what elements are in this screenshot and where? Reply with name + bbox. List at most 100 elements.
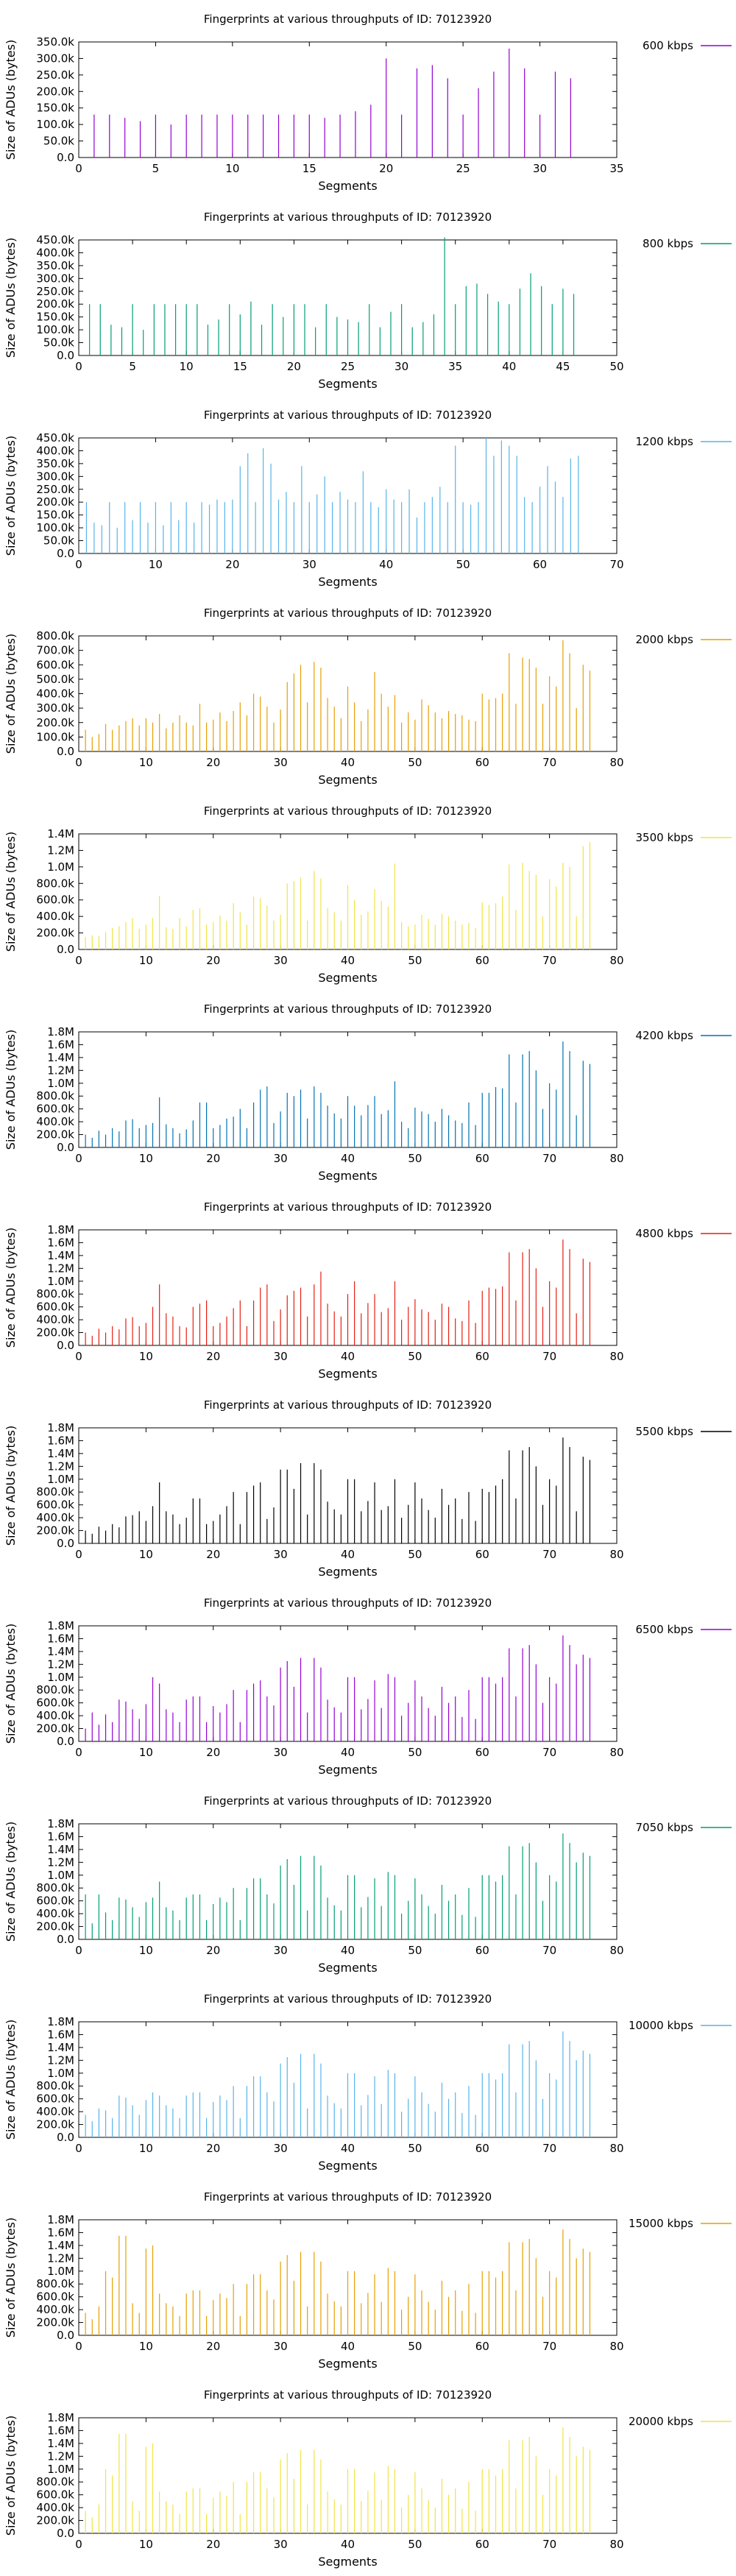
x-tick-label: 25 <box>341 360 355 373</box>
x-tick-label: 20 <box>206 2142 220 2155</box>
x-tick-label: 80 <box>609 1548 623 1561</box>
y-tick-label: 0.0 <box>57 1537 74 1550</box>
x-tick-label: 40 <box>341 1548 355 1561</box>
x-axis-label: Segments <box>318 1763 377 1777</box>
x-tick-label: 30 <box>274 2340 288 2353</box>
x-tick-label: 0 <box>75 1350 82 1363</box>
x-tick-label: 40 <box>341 1746 355 1759</box>
x-tick-label: 60 <box>475 1350 489 1363</box>
legend-label: 4800 kbps <box>636 1227 694 1240</box>
y-axis-label: Size of ADUs (bytes) <box>4 1822 18 1942</box>
x-tick-label: 20 <box>206 954 220 967</box>
x-tick-label: 0 <box>75 1944 82 1957</box>
y-tick-label: 200.0k <box>36 495 74 509</box>
y-tick-label: 200.0k <box>36 2514 74 2527</box>
y-tick-label: 100.0k <box>36 323 74 336</box>
y-tick-label: 600.0k <box>36 1894 74 1908</box>
x-tick-label: 70 <box>542 2538 556 2551</box>
x-tick-label: 30 <box>274 1152 288 1165</box>
x-tick-label: 15 <box>302 162 316 175</box>
x-tick-label: 20 <box>206 1350 220 1363</box>
x-tick-label: 20 <box>206 756 220 769</box>
y-tick-label: 300.0k <box>36 52 74 65</box>
y-tick-label: 600.0k <box>36 1696 74 1710</box>
x-tick-label: 50 <box>609 360 623 373</box>
x-axis-label: Segments <box>318 2555 377 2569</box>
y-tick-label: 1.2M <box>47 1262 74 1275</box>
y-tick-label: 1.2M <box>47 1657 74 1671</box>
y-tick-label: 0.0 <box>57 2329 74 2342</box>
x-tick-label: 50 <box>408 1350 422 1363</box>
x-axis-label: Segments <box>318 1961 377 1975</box>
x-tick-label: 10 <box>180 360 194 373</box>
y-tick-label: 200.0k <box>36 85 74 98</box>
y-tick-label: 0.0 <box>57 349 74 362</box>
x-tick-label: 40 <box>379 558 393 571</box>
y-tick-label: 1.8M <box>47 2411 74 2424</box>
y-tick-label: 1.6M <box>47 1632 74 1645</box>
x-tick-label: 40 <box>341 1350 355 1363</box>
x-tick-label: 70 <box>542 1746 556 1759</box>
x-tick-label: 0 <box>75 558 82 571</box>
x-tick-label: 70 <box>542 954 556 967</box>
chart-title: Fingerprints at various throughputs of I… <box>204 2190 492 2204</box>
x-tick-label: 30 <box>274 1944 288 1957</box>
x-tick-label: 70 <box>542 1548 556 1561</box>
x-axis-label: Segments <box>318 773 377 787</box>
chart-title: Fingerprints at various throughputs of I… <box>204 1002 492 1016</box>
y-tick-label: 1.6M <box>47 2226 74 2239</box>
x-axis-label: Segments <box>318 179 377 193</box>
y-tick-label: 250.0k <box>36 285 74 298</box>
chart-panel: Fingerprints at various throughputs of I… <box>4 1794 732 1975</box>
y-tick-label: 200.0k <box>36 1524 74 1538</box>
x-tick-label: 30 <box>533 162 547 175</box>
x-tick-label: 30 <box>394 360 408 373</box>
x-tick-label: 20 <box>206 1152 220 1165</box>
y-axis-label: Size of ADUs (bytes) <box>4 1228 18 1348</box>
chart-title: Fingerprints at various throughputs of I… <box>204 1200 492 1214</box>
y-tick-label: 1.8M <box>47 1421 74 1434</box>
y-tick-label: 1.4M <box>47 2239 74 2252</box>
x-tick-label: 0 <box>75 2340 82 2353</box>
x-tick-label: 30 <box>274 1350 288 1363</box>
y-tick-label: 400.0k <box>36 1313 74 1326</box>
y-tick-label: 400.0k <box>36 2105 74 2118</box>
x-tick-label: 30 <box>274 756 288 769</box>
y-tick-label: 1.4M <box>47 827 74 841</box>
chart-panel: Fingerprints at various throughputs of I… <box>4 408 732 589</box>
legend-label: 20000 kbps <box>629 2415 693 2428</box>
legend-label: 15000 kbps <box>629 2217 693 2230</box>
y-tick-label: 400.0k <box>36 444 74 457</box>
chart-panel: Fingerprints at various throughputs of I… <box>4 2190 732 2371</box>
chart-title: Fingerprints at various throughputs of I… <box>204 2388 492 2402</box>
x-tick-label: 20 <box>206 2340 220 2353</box>
y-tick-label: 0.0 <box>57 1141 74 1154</box>
legend-label: 3500 kbps <box>636 831 694 844</box>
y-tick-label: 150.0k <box>36 311 74 324</box>
y-tick-label: 1.6M <box>47 1434 74 1447</box>
x-tick-label: 10 <box>139 756 153 769</box>
x-tick-label: 15 <box>233 360 247 373</box>
chart-panel: Fingerprints at various throughputs of I… <box>4 804 732 985</box>
y-tick-label: 200.0k <box>36 1326 74 1340</box>
x-tick-label: 10 <box>139 1548 153 1561</box>
y-tick-label: 0.0 <box>57 1735 74 1748</box>
y-tick-label: 0.0 <box>57 547 74 560</box>
chart-panel: Fingerprints at various throughputs of I… <box>4 1398 732 1579</box>
chart-panel: Fingerprints at various throughputs of I… <box>4 1200 732 1381</box>
y-tick-label: 150.0k <box>36 509 74 522</box>
y-tick-label: 1.2M <box>47 1064 74 1077</box>
x-tick-label: 50 <box>408 1746 422 1759</box>
y-tick-label: 800.0k <box>36 1881 74 1894</box>
x-tick-label: 40 <box>341 1944 355 1957</box>
x-tick-label: 10 <box>139 1350 153 1363</box>
y-tick-label: 1.6M <box>47 2424 74 2437</box>
y-tick-label: 1.2M <box>47 2251 74 2265</box>
x-tick-label: 5 <box>152 162 160 175</box>
x-tick-label: 30 <box>274 1548 288 1561</box>
x-tick-label: 80 <box>609 1944 623 1957</box>
x-axis-label: Segments <box>318 1367 377 1381</box>
y-tick-label: 600.0k <box>36 894 74 907</box>
x-tick-label: 40 <box>341 2340 355 2353</box>
x-tick-label: 30 <box>302 558 316 571</box>
